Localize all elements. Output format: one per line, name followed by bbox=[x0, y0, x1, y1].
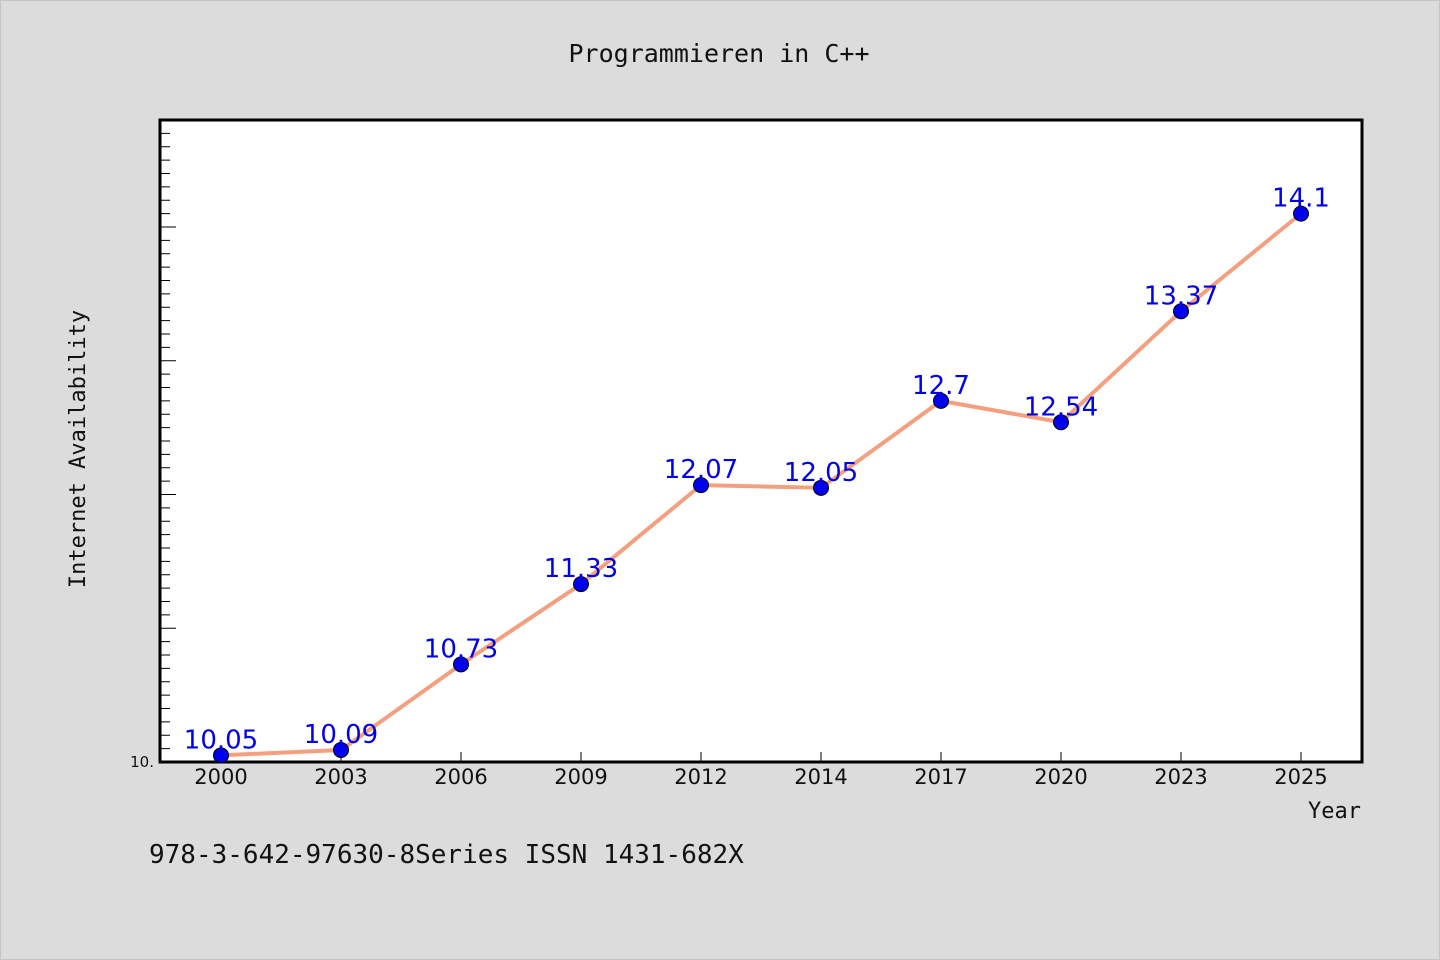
x-tick-label: 2003 bbox=[314, 765, 367, 789]
y-axis-ticks bbox=[160, 119, 176, 763]
x-tick-label: 2012 bbox=[674, 765, 727, 789]
data-label: 13.37 bbox=[1144, 281, 1218, 311]
data-point bbox=[1293, 205, 1309, 222]
x-tick-label: 2006 bbox=[434, 765, 487, 789]
data-point bbox=[333, 741, 349, 758]
data-label: 12.05 bbox=[784, 458, 858, 488]
x-tick-label: 2009 bbox=[554, 765, 607, 789]
footer-isbn-text: 978-3-642-97630-8Series ISSN 1431-682X bbox=[149, 840, 744, 870]
y-tick-label: 10. bbox=[130, 753, 154, 771]
x-tick-label: 2017 bbox=[914, 765, 967, 789]
data-point bbox=[1053, 414, 1069, 431]
data-point bbox=[1173, 303, 1189, 320]
x-tick-label: 2000 bbox=[194, 765, 247, 789]
y-axis-label: Internet Availability bbox=[66, 310, 91, 588]
data-label: 12.7 bbox=[912, 371, 970, 401]
x-tick-label: 2020 bbox=[1034, 765, 1087, 789]
data-label: 14.1 bbox=[1272, 184, 1330, 214]
series-line bbox=[220, 212, 1303, 758]
data-point bbox=[213, 747, 229, 764]
data-point bbox=[573, 576, 589, 593]
data-point bbox=[813, 479, 829, 496]
plot-area bbox=[158, 118, 1364, 764]
data-label: 10.05 bbox=[184, 725, 258, 755]
data-point bbox=[693, 477, 709, 494]
data-point bbox=[933, 392, 949, 409]
data-label: 10.73 bbox=[424, 634, 498, 664]
x-axis-label: Year bbox=[1308, 799, 1361, 824]
data-point bbox=[453, 656, 469, 673]
data-label: 12.54 bbox=[1024, 392, 1098, 422]
data-label: 12.07 bbox=[664, 455, 738, 485]
x-axis: 2000 2003 2006 2009 2012 2014 2017 2020 2023 2025 bbox=[194, 752, 1328, 789]
x-tick-label: 2014 bbox=[794, 765, 847, 789]
x-tick-label: 2025 bbox=[1274, 765, 1327, 789]
data-label: 11.33 bbox=[544, 554, 618, 584]
data-label: 10.09 bbox=[304, 720, 378, 750]
chart-title: Programmieren in C++ bbox=[568, 39, 869, 68]
data-labels: 10.05 10.09 10.73 11.33 12.07 12.05 12.7 12.54 1… bbox=[184, 184, 1330, 756]
series-markers bbox=[213, 205, 1309, 764]
x-tick-label: 2023 bbox=[1154, 765, 1207, 789]
